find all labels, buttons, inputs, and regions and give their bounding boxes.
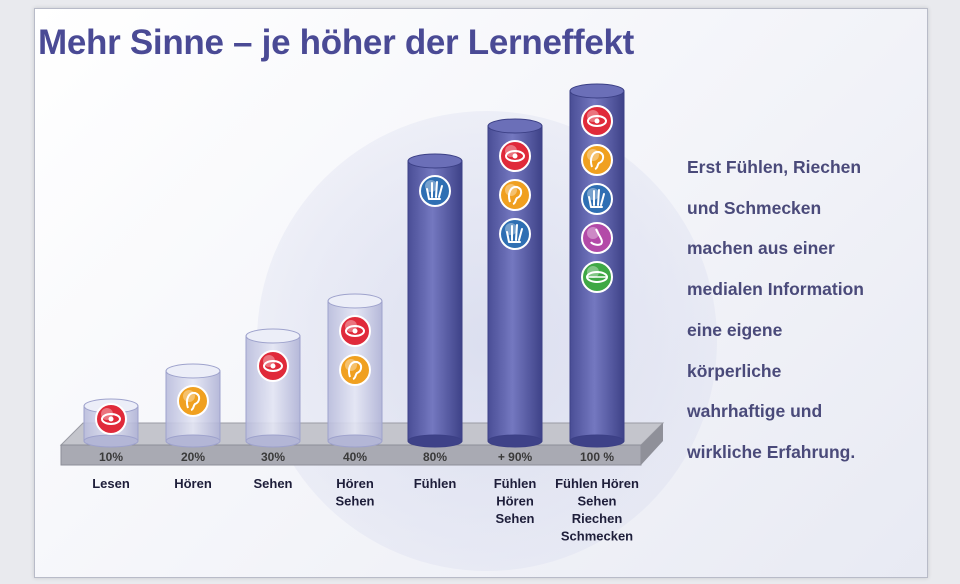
category-label: Riechen [572, 511, 623, 526]
ear-icon [499, 179, 531, 211]
category-label: Sehen [577, 494, 616, 509]
ear-icon [339, 354, 371, 386]
side-text-line: wahrhaftige und [687, 401, 823, 422]
category-label: Fühlen Hören [555, 476, 639, 491]
value-label: 40% [343, 450, 367, 464]
page-title: Mehr Sinne – je höher der Lerneffekt [38, 23, 635, 62]
eye-icon [257, 350, 289, 382]
category-label: Fühlen [494, 476, 537, 491]
eye-icon [95, 403, 127, 435]
ear-icon [177, 385, 209, 417]
category-label: Hören [174, 476, 212, 491]
category-label: Schmecken [561, 529, 633, 544]
category-label: Sehen [495, 511, 534, 526]
ear-icon [581, 144, 613, 176]
side-text-line: machen aus einer [687, 238, 835, 259]
value-label: 80% [423, 450, 447, 464]
side-text-line: Erst Fühlen, Riechen [687, 157, 862, 177]
eye-icon [339, 315, 371, 347]
nose-icon [581, 222, 613, 254]
hand-icon [419, 175, 451, 207]
bar-3 [245, 328, 301, 448]
bar-4 [327, 293, 383, 448]
mouth-icon [581, 261, 613, 293]
bar-6 [487, 118, 543, 448]
value-label: 20% [181, 450, 205, 464]
side-text: Erst Fühlen, Riechen und Schmecken machen … [687, 147, 927, 473]
side-text-line: eine eigene [687, 319, 783, 340]
slide: Mehr Sinne – je höher der Lerneffekt 10%… [34, 8, 928, 578]
category-label: Hören [496, 494, 534, 509]
category-label: Hören [336, 476, 374, 491]
hand-icon [499, 218, 531, 250]
category-label: Fühlen [414, 476, 457, 491]
side-text-line: medialen Information [687, 279, 864, 300]
value-label: 100 % [580, 450, 614, 464]
bar-5 [407, 153, 463, 448]
value-label: + 90% [498, 450, 533, 464]
value-label: 10% [99, 450, 123, 464]
bar-chart: 10% Lesen 20% Hören 30% Sehen 40% Hören Sehen 80%… [59, 83, 665, 544]
value-label: 30% [261, 450, 285, 464]
platform-side [641, 423, 663, 465]
side-text-line: und Schmecken [687, 197, 822, 218]
category-label: Sehen [253, 476, 292, 491]
category-label: Lesen [92, 476, 130, 491]
eye-icon [581, 105, 613, 137]
side-text-line: wirkliche Erfahrung. [687, 441, 856, 462]
side-text-line: körperliche [687, 360, 782, 381]
eye-icon [499, 140, 531, 172]
category-label: Sehen [335, 494, 374, 509]
hand-icon [581, 183, 613, 215]
